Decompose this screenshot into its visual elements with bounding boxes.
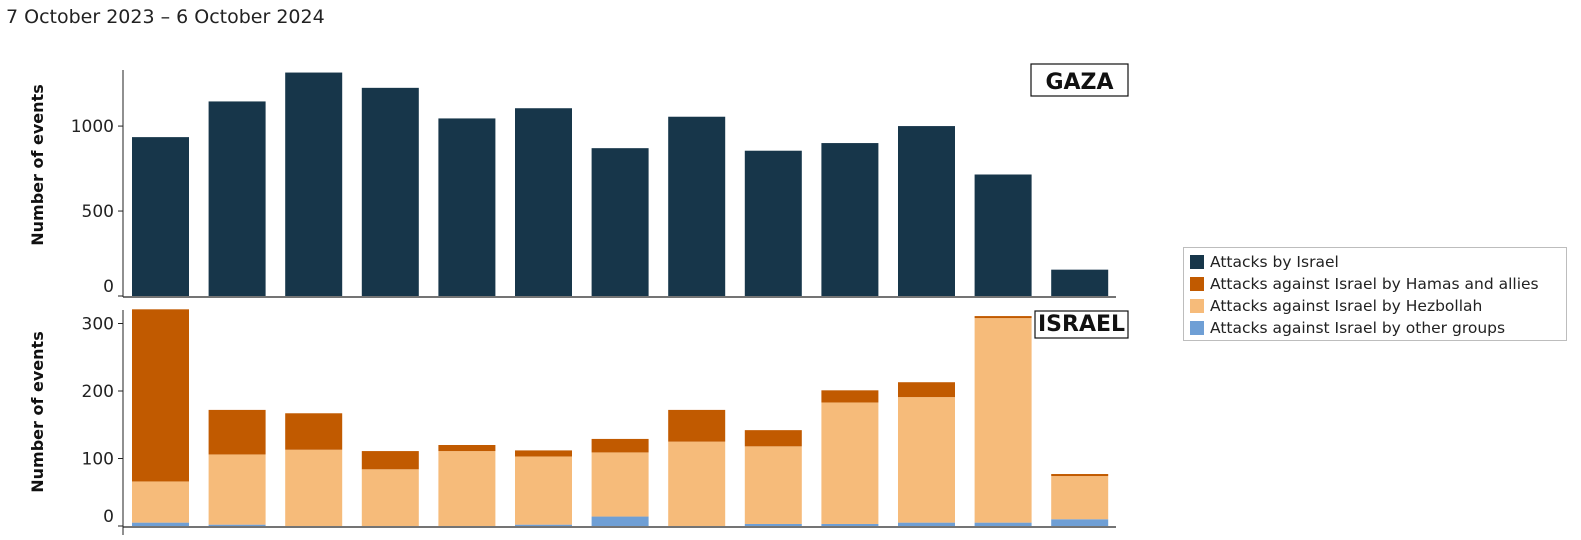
bar-israel-12-s2 [974,316,1032,319]
bar-israel-9-s0 [744,523,802,526]
y-tick-label: 1000 [71,117,114,137]
y-tick-label: 500 [82,202,114,222]
legend-swatch [1190,321,1204,335]
y-axis-label: Number of events [28,331,47,492]
bar-gaza-6-s0 [515,108,572,296]
y-axis-label: Number of events [28,84,47,245]
bar-israel-8-s2 [668,409,726,442]
bar-israel-6-s0 [515,524,572,526]
bar-gaza-12-s0 [974,174,1032,296]
legend-item-attacks-by-israel: Attacks by Israel [1190,251,1560,273]
legend-swatch [1190,299,1204,313]
bar-israel-6-s2 [515,450,572,457]
gaza-panel: 0 500 1000 Number of events GAZA [28,63,1129,298]
bar-israel-4-s1 [361,469,419,526]
chart-subtitle: 7 October 2023 – 6 October 2024 [6,6,325,28]
bar-israel-4-s2 [361,451,419,470]
panel-label-box [1030,63,1129,97]
bar-israel-2-s0 [208,524,266,526]
bar-israel-9-s2 [744,430,802,447]
y-tick-label: 0 [103,277,114,297]
bar-israel-13-s2 [1051,474,1109,477]
legend-label: Attacks against Israel by Hamas and alli… [1210,275,1539,293]
bar-gaza-5-s0 [438,118,496,296]
israel-panel: 0 100 200 300 Number of events ISRAEL [28,309,1129,535]
legend-item-hezbollah: Attacks against Israel by Hezbollah [1190,295,1560,317]
bar-israel-6-s1 [515,456,572,525]
bar-israel-5-s1 [438,451,496,526]
y-tick-label: 200 [82,382,114,402]
panel-label-box [1034,310,1129,339]
bar-israel-7-s2 [591,438,649,453]
legend-item-other-groups: Attacks against Israel by other groups [1190,317,1560,339]
legend-label: Attacks against Israel by Hezbollah [1210,297,1483,315]
legend-label: Attacks against Israel by other groups [1210,319,1506,337]
bar-israel-1-s0 [132,522,189,526]
bar-israel-10-s2 [821,390,879,403]
bar-gaza-4-s0 [361,87,419,296]
bar-gaza-10-s0 [821,143,879,296]
bar-israel-1-s1 [132,481,189,523]
bar-gaza-13-s0 [1051,269,1109,296]
bar-israel-2-s1 [208,454,266,525]
bar-israel-13-s0 [1051,519,1109,526]
bar-israel-9-s1 [744,446,802,524]
bar-israel-11-s1 [898,397,955,523]
bar-israel-7-s0 [591,516,649,526]
legend-label: Attacks by Israel [1210,253,1339,271]
bar-gaza-8-s0 [668,116,726,296]
bar-israel-1-s2 [132,309,189,482]
legend-swatch [1190,277,1204,291]
bar-israel-12-s1 [974,318,1032,523]
bar-gaza-1-s0 [132,137,189,296]
bar-israel-12-s0 [974,522,1032,526]
bar-gaza-2-s0 [208,101,266,296]
bar-gaza-3-s0 [285,72,343,296]
bar-israel-7-s1 [591,452,649,517]
bar-israel-5-s2 [438,445,496,452]
bar-israel-11-s2 [898,382,955,398]
chart-area: 0 500 1000 Number of events GAZA 0 100 200 300 N… [28,63,1129,535]
bar-israel-3-s1 [285,449,343,526]
bar-israel-11-s0 [898,522,955,526]
bar-gaza-11-s0 [898,126,955,296]
bar-israel-2-s2 [208,409,266,455]
bar-gaza-7-s0 [591,148,649,296]
y-tick-label: 100 [82,450,114,470]
bar-israel-10-s0 [821,523,879,526]
bar-israel-10-s1 [821,402,879,524]
y-tick-label: 0 [103,507,114,527]
panel-label: ISRAEL [1038,312,1125,337]
chart-legend: Attacks by Israel Attacks against Israel… [1183,247,1567,341]
panel-label: GAZA [1045,70,1113,95]
bar-israel-3-s2 [285,413,343,450]
legend-item-hamas: Attacks against Israel by Hamas and alli… [1190,273,1560,295]
legend-swatch [1190,255,1204,269]
bar-israel-13-s1 [1051,476,1109,520]
bar-israel-8-s1 [668,441,726,526]
y-tick-label: 300 [82,315,114,335]
bar-gaza-9-s0 [744,150,802,296]
